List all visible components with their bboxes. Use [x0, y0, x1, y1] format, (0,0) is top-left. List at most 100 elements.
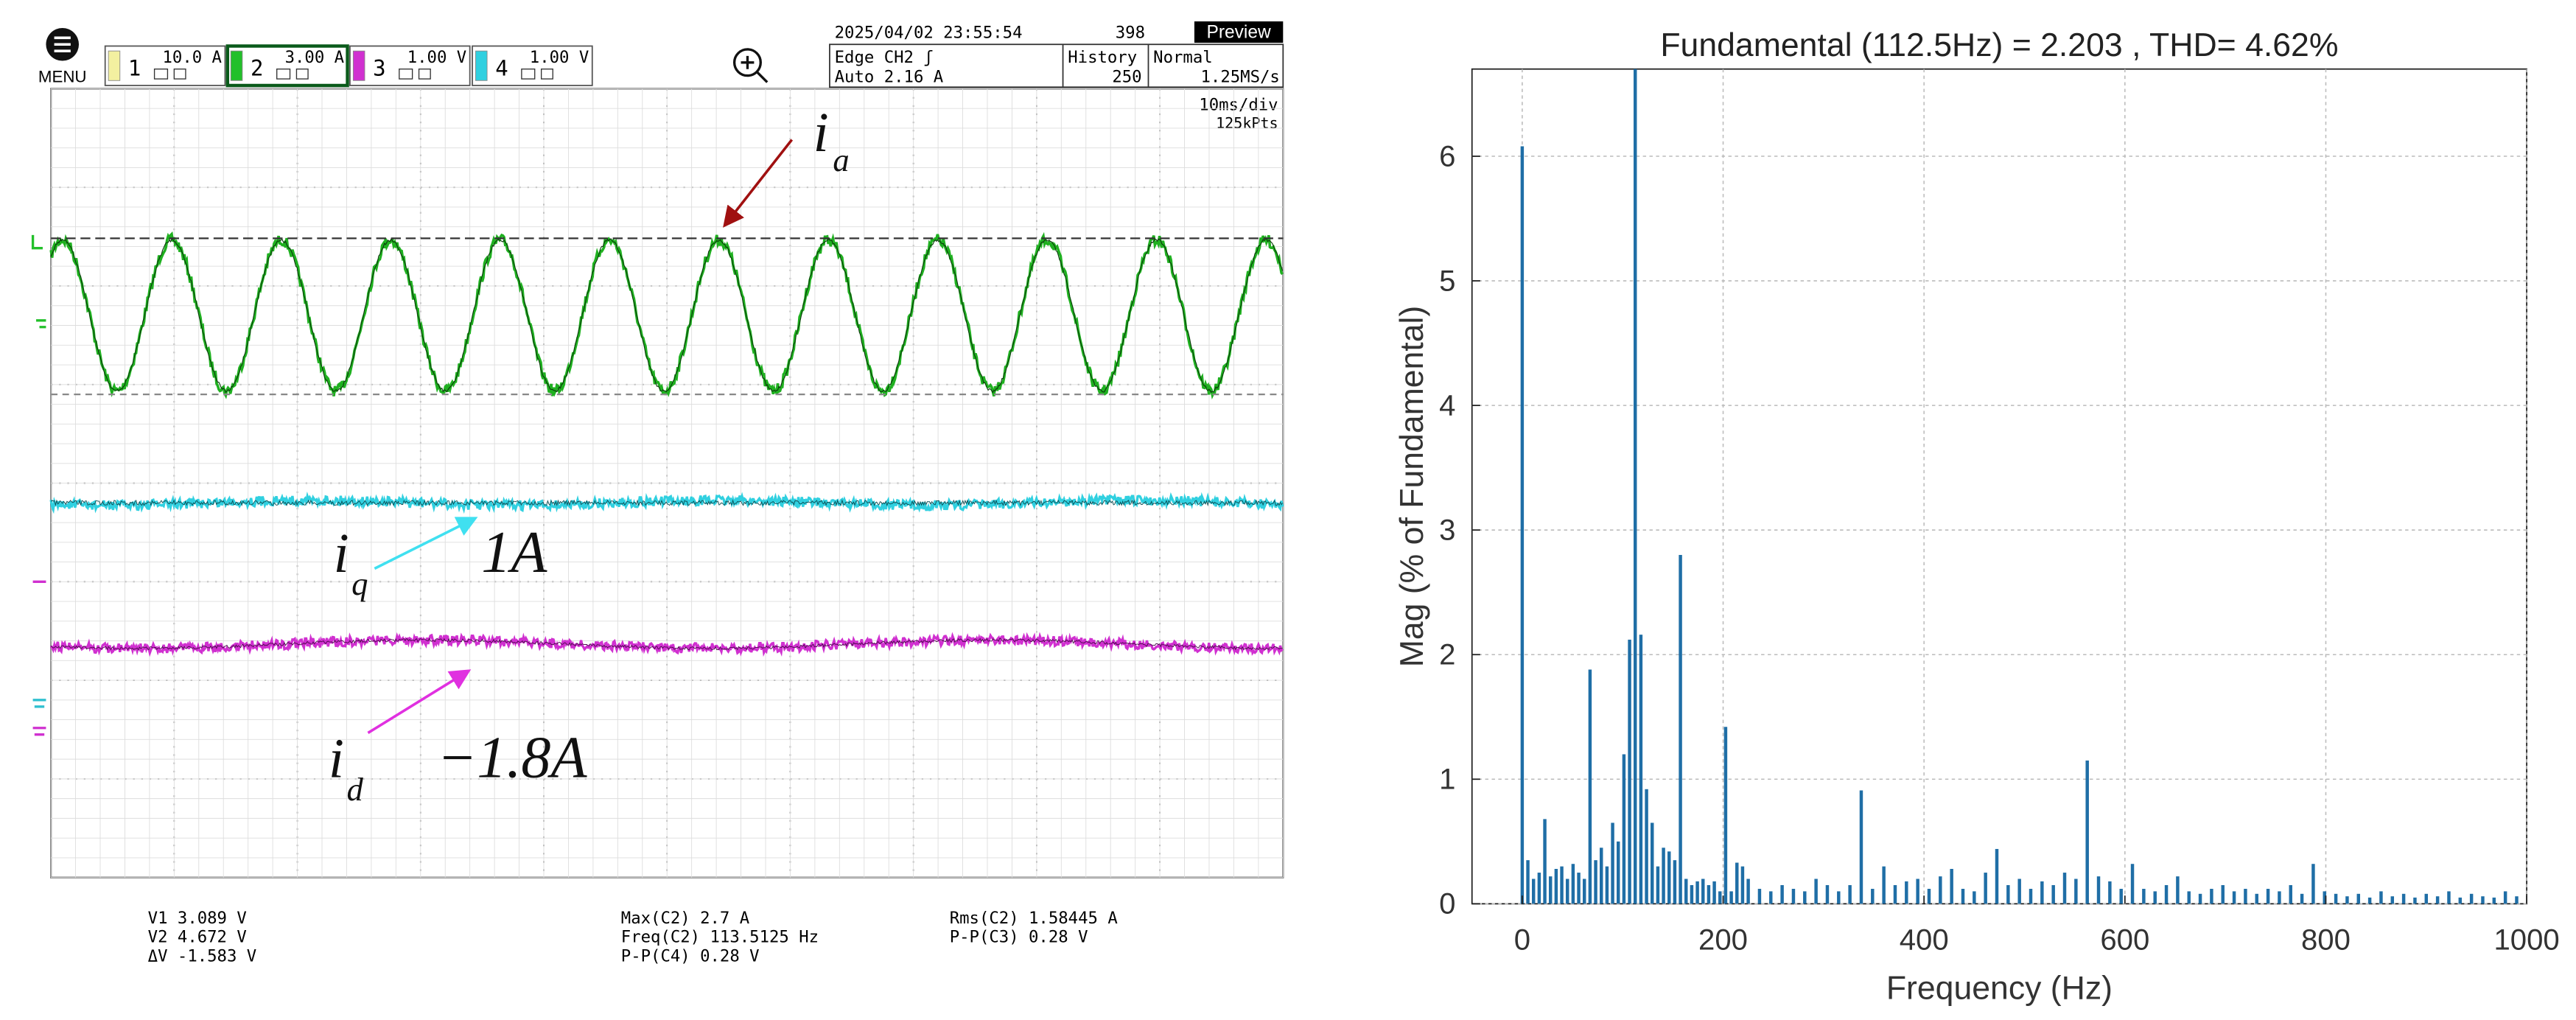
measurement: Max(C2) 2.7 A [621, 909, 750, 928]
bar [1848, 884, 1852, 904]
bar [1825, 884, 1830, 904]
y-axis-label: Mag (% of Fundamental) [1394, 306, 1430, 668]
trigger-level: Auto 2.16 A [835, 68, 944, 87]
channel-scale: 10.0 A [162, 48, 222, 67]
coupling-icon [399, 69, 413, 80]
bar [2255, 893, 2258, 904]
bar [1577, 873, 1581, 904]
history-label: History [1068, 48, 1137, 67]
bar [1656, 866, 1660, 904]
y-tick-label: 1 [1439, 763, 1455, 796]
bar [1984, 873, 1987, 904]
bar [1939, 876, 1942, 904]
bar [2266, 889, 2270, 904]
bar [1679, 554, 1682, 904]
bar [2232, 891, 2236, 904]
x-axis-label: Frequency (Hz) [1886, 971, 2113, 1007]
measurement: V2 4.672 V [148, 928, 247, 947]
bar [2040, 881, 2044, 904]
bar [2367, 897, 2372, 904]
zoom-icon[interactable] [732, 48, 762, 77]
bar [1803, 891, 1807, 904]
bar [1723, 727, 1728, 904]
bar [1622, 754, 1626, 904]
bar [2481, 896, 2485, 904]
channel-scale: 1.00 V [407, 48, 467, 67]
arrow-id [367, 669, 472, 734]
iq-symbol: i [334, 523, 349, 584]
bar [2492, 897, 2496, 904]
arrow-ia [723, 139, 794, 228]
bar [1950, 868, 1953, 904]
bar [2153, 891, 2157, 904]
bar [1995, 848, 1999, 904]
preview-button[interactable] [1194, 21, 1284, 43]
bar [1769, 891, 1773, 904]
bar [1554, 868, 1558, 904]
bar [2006, 884, 2010, 904]
bar [2017, 878, 2021, 904]
bar [2187, 891, 2191, 904]
channel-color [108, 50, 121, 81]
menu-label[interactable]: MENU [38, 68, 87, 86]
timestamp: 2025/04/02 23:55:54 [835, 23, 1023, 42]
fft-chart: Fundamental (112.5Hz) = 2.203 , THD= 4.6… [1394, 27, 2560, 1007]
ia-subscript: a [833, 142, 849, 178]
id-subscript: d [346, 771, 363, 808]
bar [1916, 878, 1919, 904]
bar [2085, 760, 2089, 904]
bw-icon [295, 69, 309, 80]
bar [1617, 841, 1620, 904]
status-box [829, 43, 1284, 88]
points: 125kPts [1216, 114, 1278, 132]
bar [1973, 891, 1976, 904]
bar [2379, 891, 2383, 904]
bar [1893, 884, 1897, 904]
bar [1526, 860, 1530, 904]
preview-label[interactable]: Preview [1207, 22, 1271, 42]
zoom-icon-lines [741, 55, 769, 83]
measurement: ΔV -1.583 V [148, 946, 257, 965]
arrow-iq [374, 517, 478, 570]
channel-scale: 3.00 A [285, 48, 345, 67]
x-tick-label: 1000 [2493, 923, 2559, 957]
channel-number: 4 [495, 56, 508, 81]
channel-color [475, 50, 488, 81]
bar [2413, 897, 2417, 904]
bar [1701, 878, 1705, 904]
x-tick-label: 400 [1900, 923, 1949, 957]
bar [1729, 891, 1733, 904]
bar [1837, 891, 1841, 904]
bar [2074, 878, 2078, 904]
bar [1571, 864, 1575, 904]
x-tick-label: 200 [1698, 923, 1748, 957]
ia-symbol: i [813, 102, 829, 164]
ch3-ground [32, 727, 46, 736]
ch2-ground [36, 319, 46, 329]
bar [1611, 822, 1614, 904]
bar [1905, 881, 1908, 904]
bar [2469, 893, 2474, 904]
y-tick-label: 2 [1439, 638, 1455, 671]
y-tick-label: 4 [1439, 389, 1455, 422]
bar [2424, 893, 2429, 904]
iq-value: 1A [481, 520, 547, 585]
bar [1600, 848, 1603, 904]
bar [2447, 891, 2451, 904]
frame-count: 398 [1116, 23, 1145, 42]
bar [1859, 790, 1863, 904]
bw-icon [540, 69, 553, 80]
bar [1690, 884, 1694, 904]
waveform [49, 492, 1284, 514]
coupling-icon [521, 69, 536, 80]
ch4-ground [32, 699, 46, 708]
y-tick-label: 6 [1439, 139, 1455, 172]
channel-number: 3 [373, 56, 385, 81]
waveform [49, 231, 1284, 399]
bar [1707, 884, 1711, 904]
bar [2458, 897, 2463, 904]
bar [1548, 876, 1553, 904]
bar [2356, 893, 2360, 904]
waveform [50, 638, 1283, 651]
bar [1791, 889, 1796, 904]
